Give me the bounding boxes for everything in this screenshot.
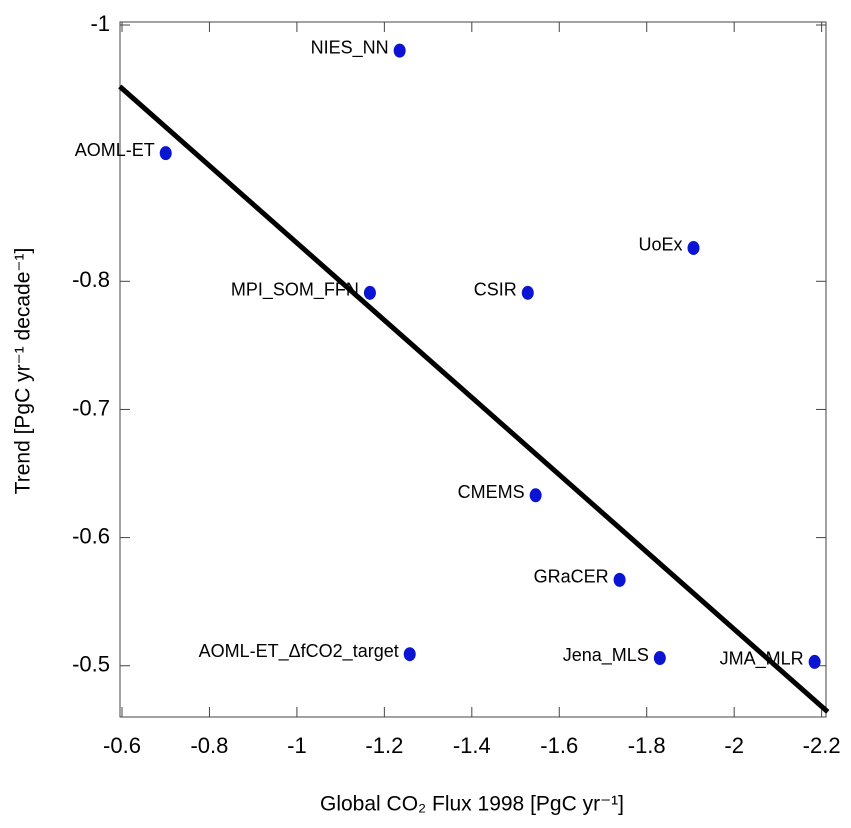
point <box>403 647 416 662</box>
point <box>808 654 821 669</box>
x-tick-label: -1 <box>287 733 307 758</box>
fit-line <box>118 84 830 714</box>
y-tick-label: -1 <box>90 11 110 36</box>
x-tick-label: -1.6 <box>540 733 578 758</box>
y-axis-title: Trend [PgC yr⁻¹ decade⁻¹] <box>12 248 35 495</box>
y-tick-label: -0.8 <box>72 267 110 292</box>
x-tick-label: -1.2 <box>365 733 403 758</box>
point <box>393 43 406 58</box>
point-label: AOML-ET_ΔfCO2_target <box>199 641 399 662</box>
x-tick-label: -1.8 <box>628 733 666 758</box>
point <box>363 285 376 300</box>
x-tick-label: -0.6 <box>103 733 141 758</box>
point <box>653 651 666 666</box>
point <box>159 146 172 161</box>
x-tick-label: -0.8 <box>190 733 228 758</box>
y-tick-label: -0.5 <box>72 652 110 677</box>
point-label: UoEx <box>638 235 682 255</box>
point-label: CMEMS <box>458 482 525 502</box>
x-axis-title: Global CO₂ Flux 1998 [PgC yr⁻¹] <box>320 793 624 816</box>
point-label: Jena_MLS <box>563 645 649 666</box>
y-tick-label: -0.7 <box>72 395 110 420</box>
point <box>521 285 534 300</box>
point <box>529 488 542 503</box>
x-tick-label: -1.4 <box>453 733 491 758</box>
point-label: GRaCER <box>534 567 609 587</box>
point <box>613 572 626 587</box>
point-label: NIES_NN <box>311 37 389 58</box>
point-label: MPI_SOM_FFN <box>231 280 359 301</box>
point-label: JMA_MLR <box>720 649 804 670</box>
x-tick-label: -2.2 <box>803 733 841 758</box>
y-tick-label: -0.6 <box>72 523 110 548</box>
point-label: AOML-ET <box>75 140 155 160</box>
plot-frame <box>119 21 827 718</box>
point-label: CSIR <box>474 280 517 300</box>
x-tick-label: -2 <box>724 733 744 758</box>
point <box>687 240 700 255</box>
